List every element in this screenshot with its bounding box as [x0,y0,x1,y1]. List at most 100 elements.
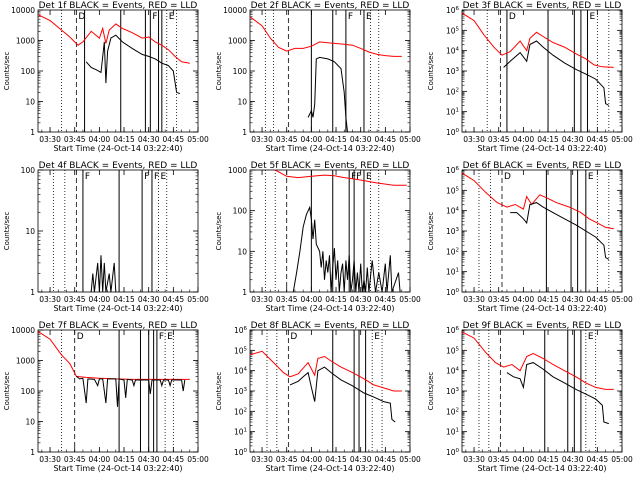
x-tick-label: 04:15 [537,455,559,464]
y-tick-label: 10 [237,98,247,107]
event-marker-label: E [374,332,380,342]
lld-rate-line [38,330,190,380]
x-tick-label: 04:15 [325,135,347,144]
x-tick-label: 04:00 [513,295,535,304]
x-tick-label: 03:30 [463,135,485,144]
panel-title: Det 5f BLACK = Events, RED = LLD [251,161,410,171]
x-tick-label: 04:00 [89,135,111,144]
x-tick-label: 05:00 [611,455,633,464]
detector-panel-7: Det 7f BLACK = Events, RED = LLD 1 10 100 10… [3,321,209,473]
x-axis-label: Start Time (24-Oct-14 03:22:40) [53,144,182,153]
y-tick-label: 106 [446,326,460,335]
y-tick-label: 106 [446,166,460,175]
events-rate-line [76,376,186,407]
y-tick-label: 104 [446,367,460,376]
event-marker-label: D [504,172,511,182]
y-tick-label: 10000 [11,6,35,15]
x-tick-label: 04:00 [89,455,111,464]
x-tick-label: 03:45 [488,135,510,144]
x-axis-label: Start Time (24-Oct-14 03:22:40) [265,144,394,153]
event-marker-label: F [154,172,159,182]
y-tick-label: 104 [446,207,460,216]
event-marker-label: E [366,12,372,22]
detector-panel-9: Det 9f BLACK = Events, RED = LLD 100 101 10… [427,321,633,473]
x-axis-label: Start Time (24-Oct-14 03:22:40) [53,464,182,473]
plot-frame [249,9,411,133]
plot-frame [249,169,411,293]
plot-frame [37,169,199,293]
events-rate-line [503,40,610,106]
x-tick-label: 04:30 [562,455,584,464]
event-marker-label: E [589,12,595,22]
x-tick-label: 04:00 [301,455,323,464]
x-tick-label: 04:45 [587,295,609,304]
x-tick-label: 04:00 [301,295,323,304]
x-tick-label: 04:15 [537,295,559,304]
event-marker-label: D [509,12,516,22]
y-tick-label: 100 [233,207,248,216]
y-tick-label: 10 [25,98,35,107]
x-tick-label: 05:00 [187,135,209,144]
x-tick-label: 03:45 [488,295,510,304]
y-axis-label: Counts/sec [427,52,435,91]
x-tick-label: 04:15 [537,135,559,144]
x-tick-label: 04:15 [113,135,135,144]
x-tick-label: 04:15 [113,295,135,304]
panel-title: Det 6f BLACK = Events, RED = LLD [463,161,622,171]
events-rate-line [85,34,181,95]
y-axis-label: Counts/sec [215,52,223,91]
x-tick-label: 04:45 [375,455,397,464]
x-tick-label: 04:30 [350,135,372,144]
x-tick-label: 03:30 [39,135,61,144]
y-tick-label: 104 [446,47,460,56]
panel-title: Det 4f BLACK = Events, RED = LLD [39,161,198,171]
x-tick-label: 05:00 [187,455,209,464]
x-tick-label: 03:45 [276,135,298,144]
x-tick-label: 04:30 [562,295,584,304]
lld-rate-line [38,14,190,64]
x-tick-label: 03:30 [251,295,273,304]
x-tick-label: 04:45 [587,135,609,144]
y-tick-label: 1000 [228,166,247,175]
x-tick-label: 04:30 [350,295,372,304]
event-marker-label: F [85,172,90,182]
y-tick-label: 10 [25,227,35,236]
events-rate-line [292,205,401,292]
x-tick-label: 04:45 [375,135,397,144]
detector-panel-3: Det 3f BLACK = Events, RED = LLD 100 101 10… [427,1,633,153]
event-marker-label: F [152,12,157,22]
y-tick-label: 1 [242,288,247,297]
y-axis-label: Counts/sec [215,372,223,411]
x-tick-label: 04:00 [513,455,535,464]
x-tick-label: 05:00 [399,295,421,304]
y-tick-label: 106 [234,326,248,335]
plot-frame [461,169,623,293]
y-tick-label: 105 [446,346,460,355]
x-axis-label: Start Time (24-Oct-14 03:22:40) [477,304,606,313]
x-axis-label: Start Time (24-Oct-14 03:22:40) [53,304,182,313]
events-rate-line [90,255,117,292]
y-axis-label: Counts/sec [3,372,11,411]
event-marker-label: D [290,332,297,342]
x-tick-label: 03:45 [488,455,510,464]
y-tick-label: 100 [233,67,248,76]
x-tick-label: 03:30 [463,295,485,304]
panel-title: Det 1f BLACK = Events, RED = LLD [39,1,198,11]
x-tick-label: 04:30 [138,135,160,144]
y-tick-label: 100 [446,288,460,297]
x-tick-label: 04:45 [163,135,185,144]
y-tick-label: 10000 [223,6,247,15]
detector-panel-8: Det 8f BLACK = Events, RED = LLD 100 101 10… [215,321,421,473]
x-tick-label: 04:15 [325,455,347,464]
x-tick-label: 04:00 [89,295,111,304]
x-tick-label: 03:45 [64,135,86,144]
y-tick-label: 1 [30,448,35,457]
lld-rate-line [250,16,402,57]
plot-frame [249,329,411,453]
x-tick-label: 04:30 [350,455,372,464]
y-tick-label: 100 [21,166,36,175]
y-tick-label: 101 [446,108,459,117]
y-tick-label: 105 [446,186,460,195]
y-tick-label: 106 [446,6,460,15]
